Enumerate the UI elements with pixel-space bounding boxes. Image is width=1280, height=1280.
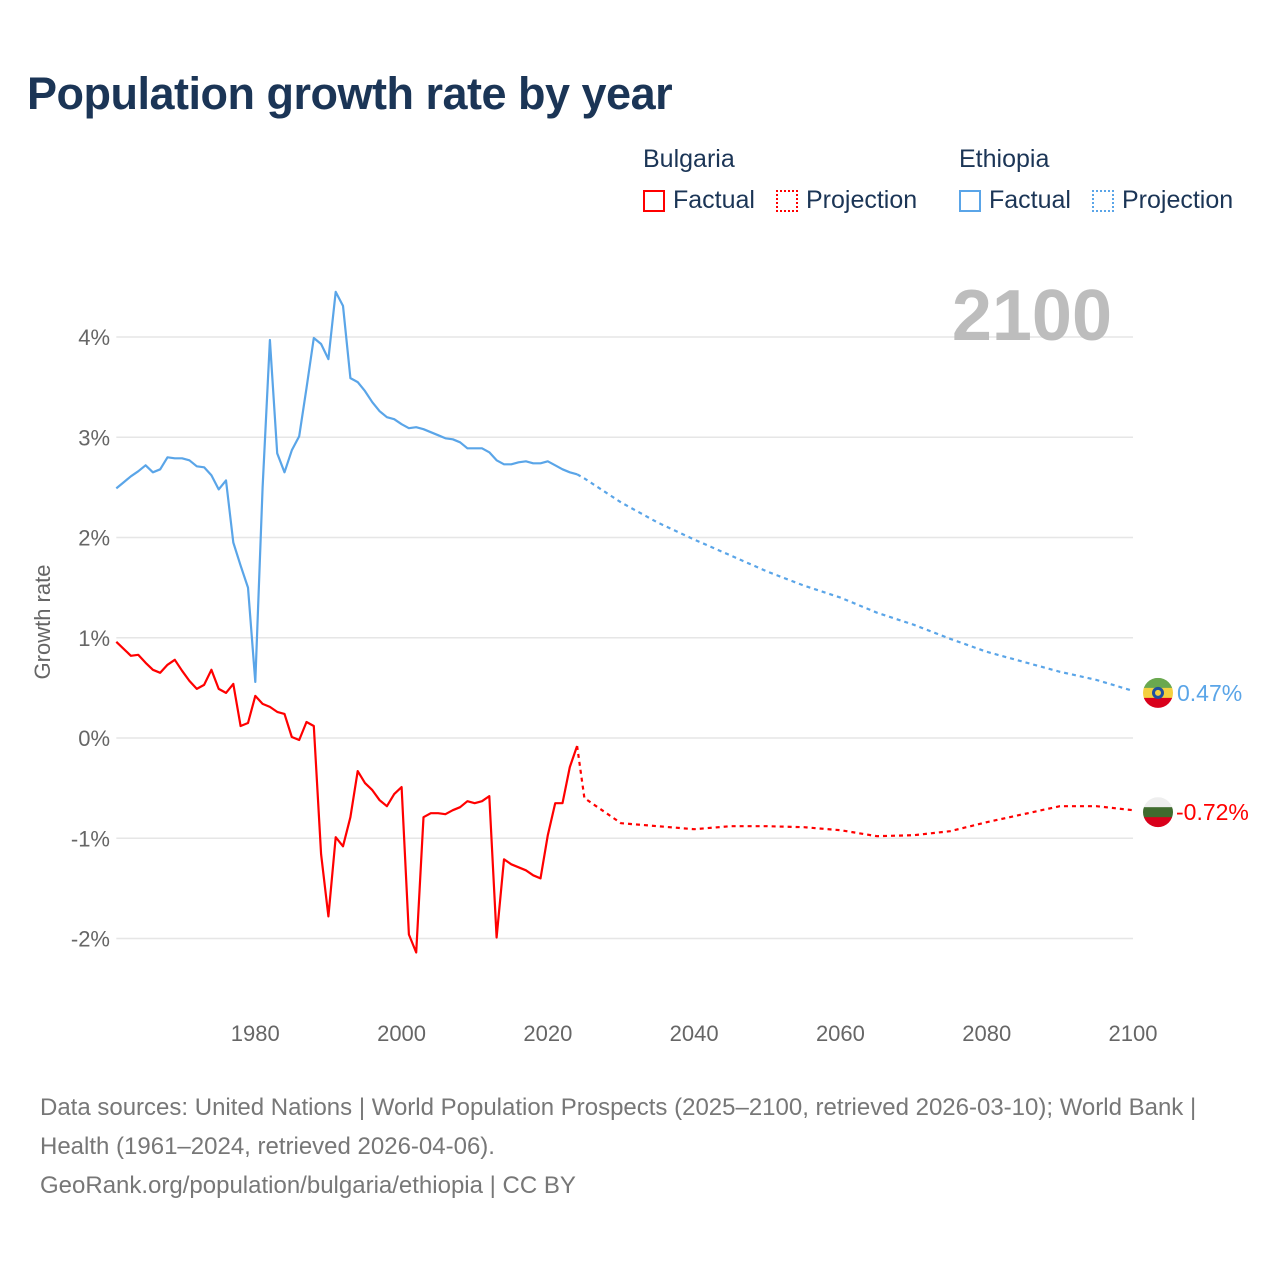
legend-ethiopia-factual[interactable]: Factual [959,186,1071,215]
y-tick-label: 4% [78,325,110,350]
y-tick-label: 0% [78,726,110,751]
y-tick-label: 3% [78,425,110,450]
y-tick-label: 2% [78,526,110,551]
series-line-bulgaria-projection [576,745,1134,838]
x-tick-label: 1980 [231,1021,280,1046]
end-label-bulgaria: -0.72% [1176,799,1249,825]
source-link[interactable]: GeoRank.org/population/bulgaria/ethiopia… [40,1172,576,1199]
footer: Data sources: United Nations | World Pop… [40,1088,1240,1205]
legend-ethiopia-projection[interactable]: Projection [1092,186,1233,215]
y-axis-label: Growth rate [30,565,55,680]
x-tick-label: 2060 [816,1021,865,1046]
legend-label: Factual [673,186,755,214]
y-tick-label: -1% [71,826,110,851]
legend-swatch [776,189,798,212]
series-line-ethiopia-factual [115,290,578,684]
y-tick-label: 1% [78,626,110,651]
data-sources: Data sources: United Nations | World Pop… [40,1094,1197,1160]
legend-swatch [1092,189,1114,212]
chart-title: Population growth rate by year [27,68,673,119]
legend-group-ethiopia: Ethiopia [959,145,1050,173]
legend-group-bulgaria: Bulgaria [643,145,735,173]
x-tick-label: 2020 [523,1021,572,1046]
x-tick-label: 2080 [962,1021,1011,1046]
series-line-ethiopia-projection [576,473,1134,692]
legend-bulgaria-factual[interactable]: Factual [643,186,755,215]
series-line-bulgaria-factual [115,641,579,954]
legend-label: Factual [989,186,1071,214]
x-tick-label: 2000 [377,1021,426,1046]
legend-bulgaria-projection[interactable]: Projection [776,186,917,215]
end-label-ethiopia: 0.47% [1177,680,1242,706]
legend-swatch [643,189,665,212]
current-year-label: 2100 [951,276,1112,356]
bulgaria-flag-icon [1143,797,1173,828]
ethiopia-flag-icon [1143,677,1173,708]
x-tick-label: 2040 [670,1021,719,1046]
legend-label: Projection [1122,186,1234,214]
y-tick-label: -2% [71,927,110,952]
legend-swatch [959,189,981,212]
legend-label: Projection [806,186,918,214]
x-tick-label: 2100 [1109,1021,1158,1046]
